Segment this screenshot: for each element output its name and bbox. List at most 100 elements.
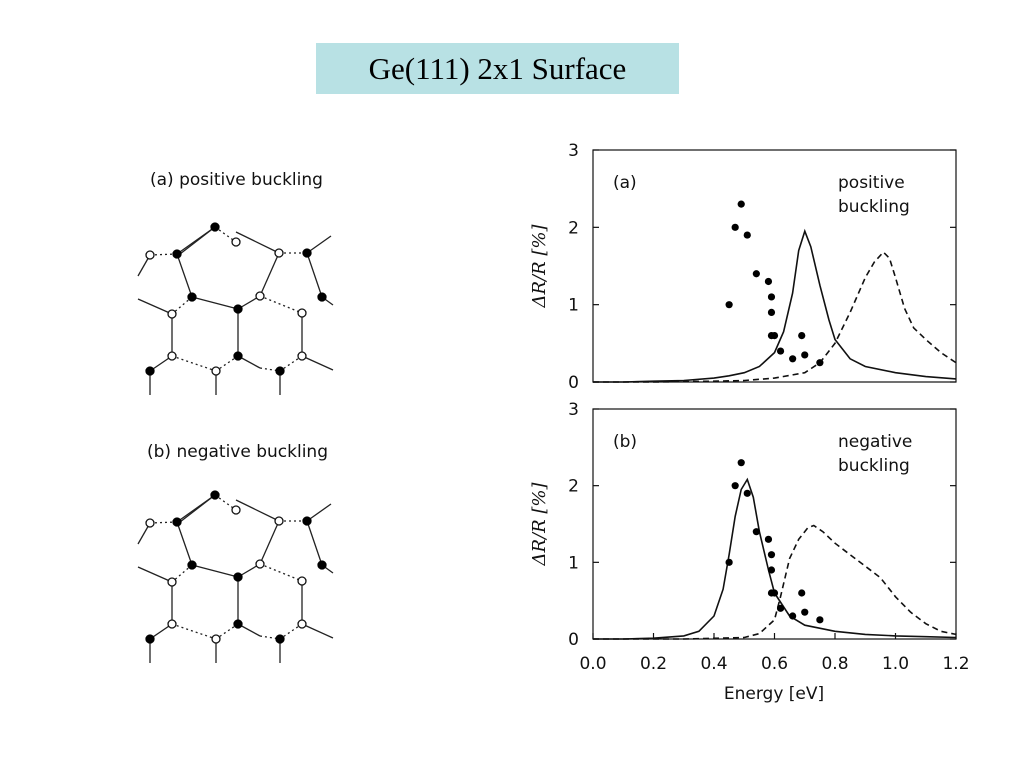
bond-line — [191, 564, 239, 578]
data-point-b — [731, 482, 739, 490]
atom-open — [255, 559, 265, 569]
atom-open — [297, 576, 307, 586]
atom-open — [274, 248, 284, 258]
atom-filled — [233, 572, 243, 582]
data-point-b — [767, 566, 776, 574]
slide-title-box: Ge(111) 2x1 Surface — [316, 43, 679, 94]
data-point-b — [801, 608, 809, 616]
data-point-a — [770, 332, 779, 340]
data-point-b — [798, 589, 806, 597]
atom-filled — [172, 517, 182, 527]
atom-open — [297, 308, 307, 318]
atom-open — [297, 351, 307, 361]
atom-filled — [302, 248, 312, 258]
annotation-a-line2: buckling — [838, 197, 910, 217]
plot-frame-a — [592, 149, 957, 383]
data-point-b — [737, 459, 745, 467]
xtick-label: 1.0 — [882, 654, 909, 674]
chart-panel-b: (b) negative buckling ΔR/R [%] 0 1 2 3 0.0 0… — [529, 400, 970, 704]
ylabel-b: ΔR/R [%] — [529, 482, 550, 567]
bond-line — [191, 296, 239, 310]
data-point-b — [743, 489, 751, 497]
annotation-b-line1: negative — [838, 432, 912, 452]
xtick-label: 0.0 — [579, 654, 606, 674]
bond-line — [259, 252, 280, 297]
ytick-label-a: 1 — [568, 296, 579, 316]
bond-line — [259, 520, 280, 565]
xtick-label: 0.6 — [761, 654, 788, 674]
data-point-a — [725, 301, 733, 309]
atom-open — [231, 505, 241, 515]
data-point-b — [789, 612, 797, 620]
atom-filled — [210, 490, 220, 500]
dashed-curve-a — [593, 250, 957, 383]
xtick-label: 0.2 — [640, 654, 667, 674]
bond-line — [306, 252, 323, 298]
atom-filled — [317, 292, 327, 302]
atom-filled — [187, 560, 197, 570]
bond-line — [306, 503, 332, 522]
atom-filled — [187, 292, 197, 302]
atom-filled — [317, 560, 327, 570]
xtick-label: 0.4 — [700, 654, 727, 674]
ytick-label-b: 3 — [568, 400, 579, 420]
data-point-a — [776, 347, 785, 355]
atom-open — [145, 518, 155, 528]
atom-filled — [210, 222, 220, 232]
ytick-label-a: 2 — [568, 218, 579, 238]
bond-line — [235, 231, 280, 254]
xtick-label: 0.8 — [821, 654, 848, 674]
atom-open — [274, 516, 284, 526]
data-point-a — [731, 223, 739, 231]
atom-filled — [233, 619, 243, 629]
atom-open — [167, 309, 177, 319]
ytick-label-a: 0 — [568, 373, 579, 393]
bond-line — [137, 298, 173, 315]
atom-filled — [302, 516, 312, 526]
data-point-b — [752, 528, 760, 536]
xlabel: Energy [eV] — [724, 684, 824, 704]
lattice-diagram-negative — [137, 490, 334, 663]
atom-open — [211, 634, 221, 644]
atom-open — [145, 250, 155, 260]
diagram-b-caption: (b) negative buckling — [147, 442, 328, 462]
data-point-b — [767, 551, 776, 559]
atom-filled — [145, 366, 155, 376]
ytick-label-b: 2 — [568, 477, 579, 497]
data-point-a — [801, 351, 809, 359]
atom-filled — [172, 249, 182, 259]
data-point-a — [767, 308, 776, 316]
data-point-b — [776, 604, 785, 612]
annotation-a-line1: positive — [838, 173, 905, 193]
lattice-diagram-positive — [137, 222, 334, 395]
diagram-a-caption: (a) positive buckling — [150, 170, 323, 190]
panel-label-b: (b) — [613, 432, 637, 452]
atom-open — [167, 577, 177, 587]
bond-line — [179, 494, 216, 523]
atom-filled — [233, 304, 243, 314]
atom-filled — [233, 351, 243, 361]
bond-dotted — [171, 623, 217, 640]
atom-open — [211, 366, 221, 376]
data-point-b — [816, 616, 824, 624]
annotation-b-line2: buckling — [838, 456, 910, 476]
data-point-a — [816, 359, 824, 367]
bond-line — [176, 521, 193, 566]
bond-line — [176, 253, 193, 298]
data-point-a — [798, 332, 806, 340]
atom-open — [255, 291, 265, 301]
dashed-curve-b — [593, 524, 957, 640]
xtick-label: 1.2 — [942, 654, 969, 674]
atom-filled — [275, 366, 285, 376]
data-point-a — [767, 293, 776, 301]
solid-curve-b — [593, 477, 957, 640]
bond-dotted — [171, 355, 217, 372]
atom-filled — [145, 634, 155, 644]
ylabel-a: ΔR/R [%] — [529, 224, 550, 309]
bond-line — [137, 566, 173, 583]
panel-label-a: (a) — [613, 173, 637, 193]
bond-line — [235, 499, 280, 522]
data-point-a — [752, 270, 760, 278]
solid-curve-a — [593, 228, 957, 383]
